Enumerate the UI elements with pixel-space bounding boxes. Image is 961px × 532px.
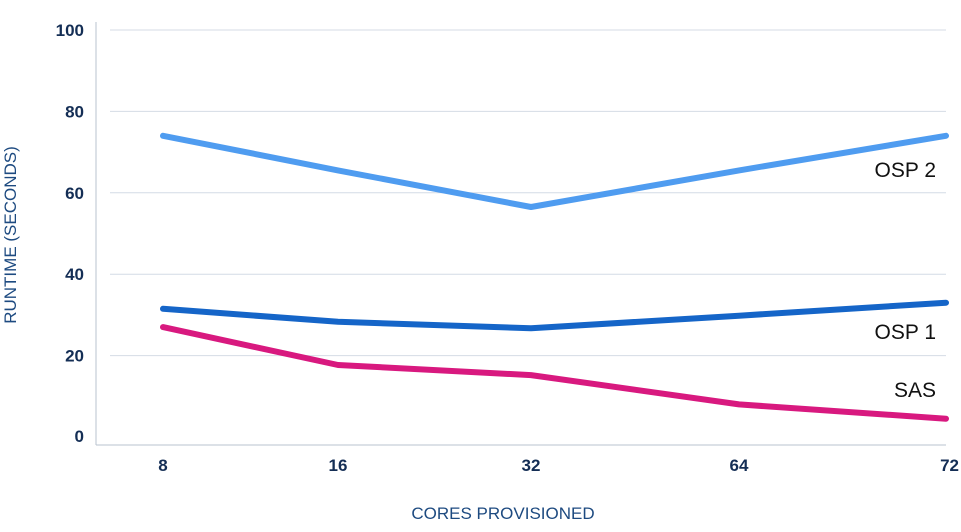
x-axis-title: CORES PROVISIONED: [411, 504, 594, 523]
y-axis-title: RUNTIME (SECONDS): [1, 146, 20, 324]
series-labels: OSP 2 OSP 1 SAS: [875, 159, 936, 402]
x-tick-label: 64: [730, 456, 749, 475]
y-tick-label: 80: [65, 102, 84, 121]
y-tick-label: 100: [56, 21, 84, 40]
series-lines: [160, 132, 949, 422]
x-axis-ticks: 8 16 32 64 72: [158, 456, 959, 475]
y-tick-label: 40: [65, 265, 84, 284]
y-axis-ticks: 0 20 40 60 80 100: [56, 21, 84, 446]
series-label: OSP 1: [875, 321, 936, 344]
gridlines: [95, 22, 946, 446]
x-tick-label: 16: [329, 456, 348, 475]
series-label: OSP 2: [875, 159, 936, 182]
y-tick-label: 20: [65, 347, 84, 366]
x-tick-label: 32: [522, 456, 541, 475]
x-tick-label: 8: [158, 456, 167, 475]
y-tick-label: 0: [75, 427, 84, 446]
series-label: SAS: [894, 379, 936, 402]
x-tick-label: 72: [940, 456, 959, 475]
y-tick-label: 60: [65, 184, 84, 203]
series-line-osp-1: [160, 299, 949, 332]
series-line-sas: [160, 324, 949, 422]
series-line-osp-2: [160, 132, 949, 210]
